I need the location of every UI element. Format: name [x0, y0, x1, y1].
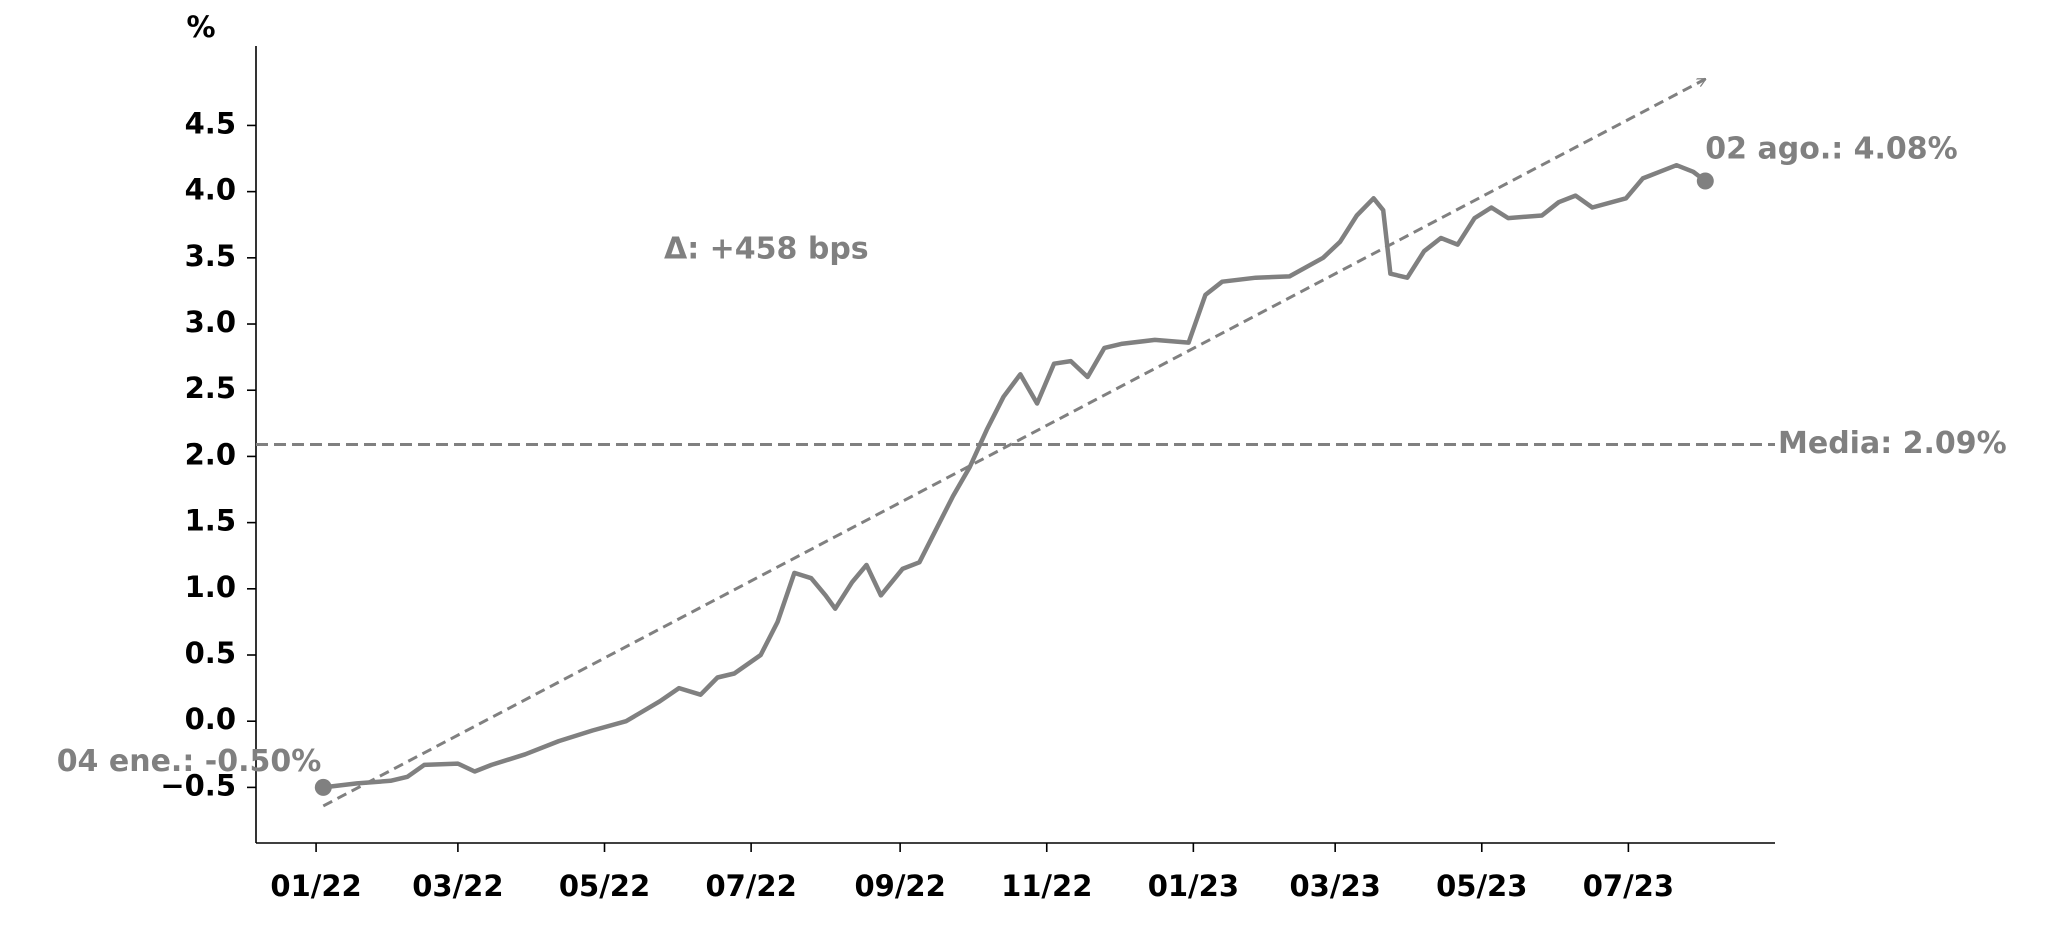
y-tick-label: 0.5 — [185, 636, 236, 670]
x-tick-label: 11/22 — [1001, 869, 1092, 903]
x-tick-label: 03/23 — [1290, 869, 1381, 903]
y-tick-label: 2.0 — [185, 437, 236, 471]
y-tick-label: 3.5 — [185, 239, 236, 273]
trend-line — [322, 77, 1705, 808]
x-tick-label: 01/23 — [1148, 869, 1239, 903]
x-tick-label: 05/23 — [1436, 869, 1527, 903]
x-tick-label: 03/22 — [412, 869, 503, 903]
y-tick-label: 3.0 — [185, 305, 236, 339]
end-label: 02 ago.: 4.08% — [1705, 132, 1957, 167]
start-label: 04 ene.: -0.50% — [57, 744, 322, 779]
y-axis-label: % — [186, 10, 215, 44]
x-tick-label: 01/22 — [270, 869, 361, 903]
annotation: Δ: +458 bps — [664, 232, 869, 267]
y-tick-label: −0.5 — [160, 768, 236, 802]
y-tick-label: 4.0 — [185, 173, 236, 207]
y-tick-label: 0.0 — [185, 702, 236, 736]
series-line — [323, 162, 1707, 790]
end-point — [1696, 172, 1714, 190]
x-tick-label: 09/22 — [854, 869, 945, 903]
y-tick-label: 1.0 — [185, 570, 236, 604]
x-tick-label: 07/23 — [1583, 869, 1674, 903]
x-tick-label: 05/22 — [559, 869, 650, 903]
start-point — [314, 778, 332, 796]
x-tick-label: 07/22 — [705, 869, 796, 903]
y-tick-label: 2.5 — [185, 371, 236, 405]
mean-label: Media: 2.09% — [1778, 426, 2007, 461]
y-tick-label: 1.5 — [185, 504, 236, 538]
y-tick-label: 4.5 — [185, 106, 236, 140]
